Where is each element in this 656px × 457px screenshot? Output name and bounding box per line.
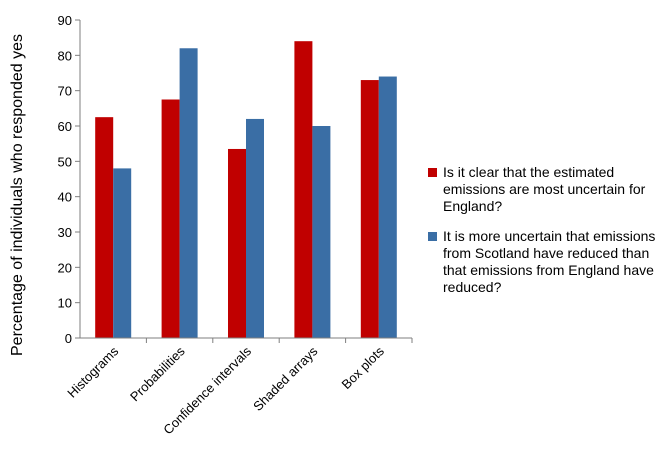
legend-item-series-1: Is it clear that the estimated emissions…	[428, 164, 656, 215]
y-tick-label: 80	[58, 48, 72, 63]
bar-series-2-confidence-intervals	[246, 118, 264, 338]
y-axis-label: Percentage of individuals who responded …	[9, 34, 26, 356]
y-tick-label: 40	[58, 190, 72, 205]
y-tick-label: 60	[58, 119, 72, 134]
bar-series-2-probabilities	[179, 48, 198, 339]
y-tick-label: 0	[65, 331, 72, 346]
bars	[95, 41, 397, 339]
y-tick-label: 20	[58, 260, 72, 275]
y-tick-label: 50	[58, 154, 72, 169]
y-tick-label: 90	[58, 13, 72, 28]
y-tick-label: 30	[58, 225, 72, 240]
bar-series-1-box-plots	[360, 80, 379, 339]
y-tick-label: 70	[58, 84, 72, 99]
y-axis: 0 10 20 30 40 50 60 70 80 90	[58, 13, 80, 346]
bar-series-1-shaded-arrays	[294, 41, 313, 338]
x-tick-label: Shaded arrays	[250, 343, 321, 414]
bar-series-2-shaded-arrays	[312, 126, 331, 338]
x-tick-label: Histograms	[64, 343, 121, 400]
legend-swatch-red	[428, 168, 437, 177]
bar-series-1-histograms	[95, 117, 114, 339]
bar-series-2-histograms	[113, 168, 132, 338]
legend-item-series-2: It is more uncertain that emissions from…	[428, 228, 656, 296]
legend-label-series-2: It is more uncertain that emissions from…	[443, 228, 656, 295]
bar-series-1-probabilities	[161, 99, 180, 338]
bar-series-2-box-plots	[378, 76, 397, 339]
y-tick-label: 10	[58, 296, 72, 311]
legend-swatch-blue	[428, 232, 437, 241]
x-tick-label: Probabilities	[127, 343, 188, 404]
bar-series-1-confidence-intervals	[228, 148, 246, 338]
x-tick-label: Box plots	[338, 343, 387, 392]
legend-label-series-1: Is it clear that the estimated emissions…	[443, 164, 646, 214]
legend: Is it clear that the estimated emissions…	[428, 164, 656, 309]
